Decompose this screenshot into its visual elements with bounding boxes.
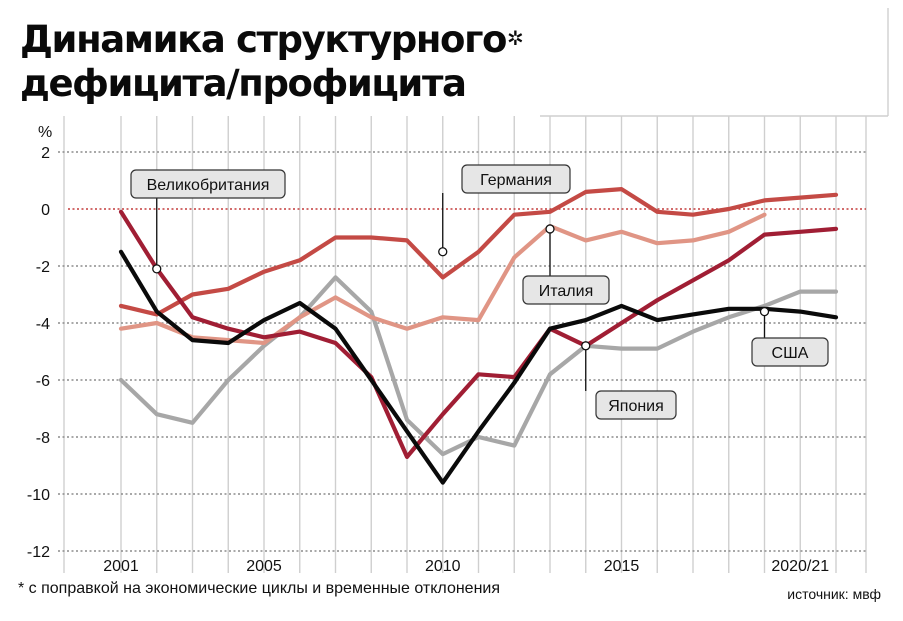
footnote: * с поправкой на экономические циклы и в… — [18, 580, 501, 597]
y-tick-label: -8 — [36, 430, 50, 447]
x-tick-label: 2005 — [246, 558, 282, 575]
title-line-2: дефицита/профицита — [20, 62, 467, 105]
callout-box — [522, 275, 610, 305]
chart-axes: 2 0 -2 -4 -6 -8 -10 -12% 2001 2005 2010 2015 2020/21 — [27, 124, 829, 575]
y-tick-label: -12 — [27, 544, 50, 561]
callout-label: Япония — [608, 398, 664, 415]
x-tick-label: 2001 — [103, 558, 139, 575]
x-tick-label: 2015 — [604, 558, 640, 575]
y-tick-label: 0 — [41, 202, 50, 219]
callout-box — [751, 337, 829, 367]
chart-title: Динамика структурного✲ дефицита/профицит… — [20, 18, 524, 106]
y-tick-label: -4 — [36, 316, 50, 333]
title-line-1: Динамика структурного✲ — [20, 18, 524, 62]
series-line — [118, 209, 839, 459]
callout-label: Италия — [539, 283, 593, 300]
series-line — [118, 212, 767, 346]
callout-label: Германия — [480, 172, 552, 189]
series-line — [118, 275, 839, 457]
callout-marker — [759, 306, 770, 317]
series-line — [118, 187, 839, 317]
y-tick-label: -2 — [36, 259, 50, 276]
x-tick-label: 2010 — [425, 558, 461, 575]
callout-marker — [152, 264, 162, 274]
chart-callouts: Великобритания Германия Италия Япония США — [130, 164, 829, 420]
y-tick-label: 2 — [41, 145, 50, 162]
callout-box — [461, 164, 571, 194]
title-asterisk-icon: ✲ — [507, 26, 524, 50]
callout-label: США — [772, 345, 809, 362]
chart-grid — [58, 8, 889, 573]
callout-marker — [438, 247, 448, 257]
callout-box — [595, 390, 677, 420]
chart-series — [118, 187, 839, 485]
callout-box — [130, 169, 286, 199]
y-unit-label: % — [38, 124, 52, 141]
callout-marker — [581, 341, 591, 351]
y-tick-label: -10 — [27, 487, 50, 504]
y-tick-label: -6 — [36, 373, 50, 390]
x-tick-label: 2020/21 — [771, 558, 829, 575]
callout-marker — [545, 224, 555, 234]
callout-label: Великобритания — [147, 177, 270, 194]
source-note: источник: мвф — [787, 586, 881, 602]
title-line-1-text: Динамика структурного — [20, 18, 507, 61]
series-line — [118, 249, 839, 485]
